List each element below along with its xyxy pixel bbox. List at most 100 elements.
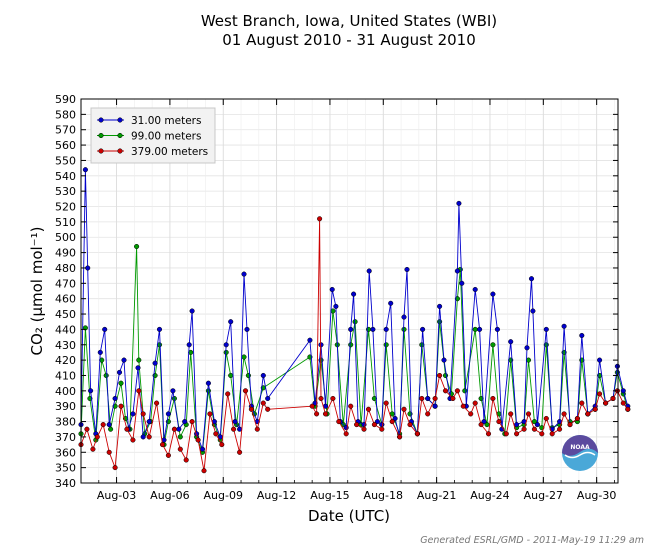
data-point <box>352 319 358 325</box>
data-point <box>333 303 339 309</box>
data-point <box>354 422 360 428</box>
data-point <box>383 326 389 332</box>
data-point <box>112 465 118 471</box>
data-point <box>454 388 460 394</box>
data-point <box>130 437 136 443</box>
data-point <box>265 395 271 402</box>
data-point <box>186 342 192 348</box>
data-point <box>496 419 502 425</box>
data-point <box>531 426 537 432</box>
y-tick-label: 390 <box>55 400 76 413</box>
legend-marker <box>117 117 123 123</box>
data-point <box>100 422 106 428</box>
data-point <box>130 411 136 417</box>
data-point <box>228 319 234 325</box>
data-point <box>189 308 195 314</box>
data-point <box>620 388 626 394</box>
noaa-logo-text: NOAA <box>570 444 590 451</box>
x-tick-label: Aug-30 <box>577 489 616 502</box>
data-point <box>205 380 211 386</box>
data-point <box>244 326 250 332</box>
data-point <box>134 243 140 250</box>
data-point <box>401 314 407 320</box>
data-point <box>237 449 243 455</box>
legend: 31.00 meters 99.00 meters 379.00 meters <box>90 107 216 164</box>
data-point <box>478 395 484 402</box>
data-point <box>585 411 591 417</box>
data-point <box>531 419 537 425</box>
data-point <box>213 431 219 437</box>
data-point <box>579 400 585 406</box>
y-tick-label: 350 <box>55 462 76 475</box>
data-point <box>468 411 474 417</box>
data-point <box>383 342 389 348</box>
data-point <box>425 411 431 417</box>
data-point <box>397 434 403 440</box>
series-line <box>80 169 629 450</box>
data-point <box>314 411 320 417</box>
y-tick-label: 500 <box>55 231 76 244</box>
data-point <box>579 332 585 339</box>
data-point <box>592 406 598 412</box>
data-point <box>366 268 372 274</box>
data-point <box>610 395 616 402</box>
data-point <box>524 345 530 351</box>
data-point <box>146 419 152 425</box>
x-tick-label: Aug-06 <box>150 489 189 502</box>
data-point <box>456 200 462 206</box>
data-point <box>530 308 536 314</box>
data-point <box>90 446 96 452</box>
data-point <box>241 271 247 277</box>
data-point <box>414 431 420 437</box>
y-tick-label: 400 <box>55 385 76 398</box>
data-point <box>371 422 377 428</box>
y-tick-label: 470 <box>55 277 76 290</box>
data-point <box>525 411 532 417</box>
data-point <box>82 167 88 173</box>
data-point <box>241 354 247 360</box>
data-point <box>223 342 229 348</box>
data-point <box>152 360 158 366</box>
data-point <box>490 395 496 402</box>
data-point <box>490 291 496 297</box>
data-point <box>135 365 141 371</box>
data-point <box>534 422 540 428</box>
noaa-logo: NOAA <box>562 435 598 471</box>
data-point <box>103 372 109 379</box>
data-point <box>330 395 336 402</box>
data-point <box>317 216 323 222</box>
x-tick-label: Aug-27 <box>524 489 563 502</box>
data-point <box>225 391 231 397</box>
plot-frame <box>80 98 619 484</box>
data-point <box>97 349 103 355</box>
y-tick-label: 460 <box>55 293 76 306</box>
x-tick-label: Aug-03 <box>97 489 136 502</box>
data-point <box>228 372 234 379</box>
data-point <box>419 395 425 402</box>
data-point <box>121 357 127 363</box>
data-point <box>561 411 567 417</box>
legend-marker <box>98 117 104 123</box>
data-point <box>154 400 160 406</box>
data-point <box>514 431 520 437</box>
y-tick-label: 510 <box>55 216 76 229</box>
data-point <box>459 280 465 286</box>
data-point <box>508 411 514 417</box>
data-point <box>260 400 266 406</box>
data-point <box>441 357 447 363</box>
data-point <box>437 372 443 379</box>
data-point <box>140 411 146 417</box>
data-point <box>94 434 100 440</box>
data-point <box>84 426 90 432</box>
y-tick-label: 540 <box>55 170 76 183</box>
data-point <box>248 406 254 412</box>
y-axis-label: CO₂ (μmol mol⁻¹) <box>28 227 46 356</box>
x-tick-label: Aug-12 <box>257 489 296 502</box>
data-point <box>597 391 603 397</box>
data-point <box>106 449 112 455</box>
data-point <box>343 431 349 437</box>
series-line <box>80 246 629 453</box>
legend-marker <box>98 148 104 154</box>
data-point <box>437 303 443 309</box>
y-tick-label: 360 <box>55 446 76 459</box>
